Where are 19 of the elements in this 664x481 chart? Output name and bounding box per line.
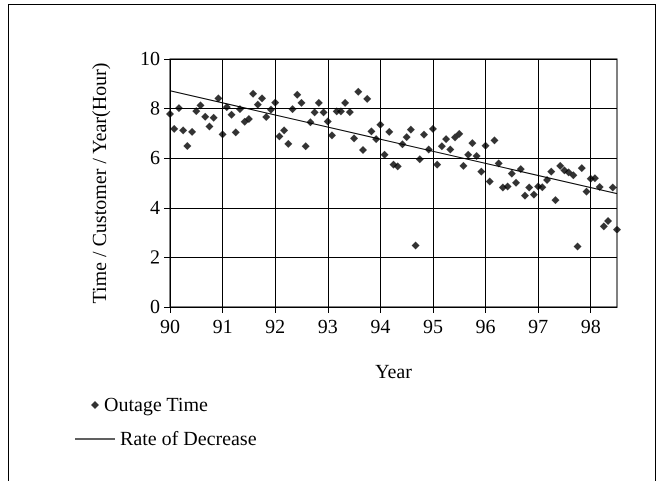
y-axis-title: Time / Customer / Year(Hour)	[89, 62, 111, 304]
x-tick-label: 93	[318, 316, 338, 338]
y-tick-label: 4	[150, 196, 160, 219]
y-tick-label: 8	[150, 98, 160, 120]
y-tick-label: 6	[150, 147, 160, 170]
x-tick-label: 97	[528, 316, 548, 338]
x-axis-title: Year	[375, 361, 412, 383]
x-tick-label: 94	[370, 316, 390, 338]
y-tick-label: 0	[150, 296, 160, 318]
legend-label: Outage Time	[104, 394, 208, 416]
x-tick-label: 92	[265, 316, 286, 338]
legend-label: Rate of Decrease	[120, 428, 257, 450]
x-tick-label: 91	[212, 316, 233, 338]
x-tick-label: 95	[422, 316, 443, 338]
y-tick-label: 2	[150, 246, 160, 268]
y-tick-label: 10	[140, 48, 160, 70]
x-tick-label: 90	[160, 316, 180, 338]
x-tick-label: 96	[476, 316, 496, 338]
x-tick-label: 98	[580, 316, 601, 338]
